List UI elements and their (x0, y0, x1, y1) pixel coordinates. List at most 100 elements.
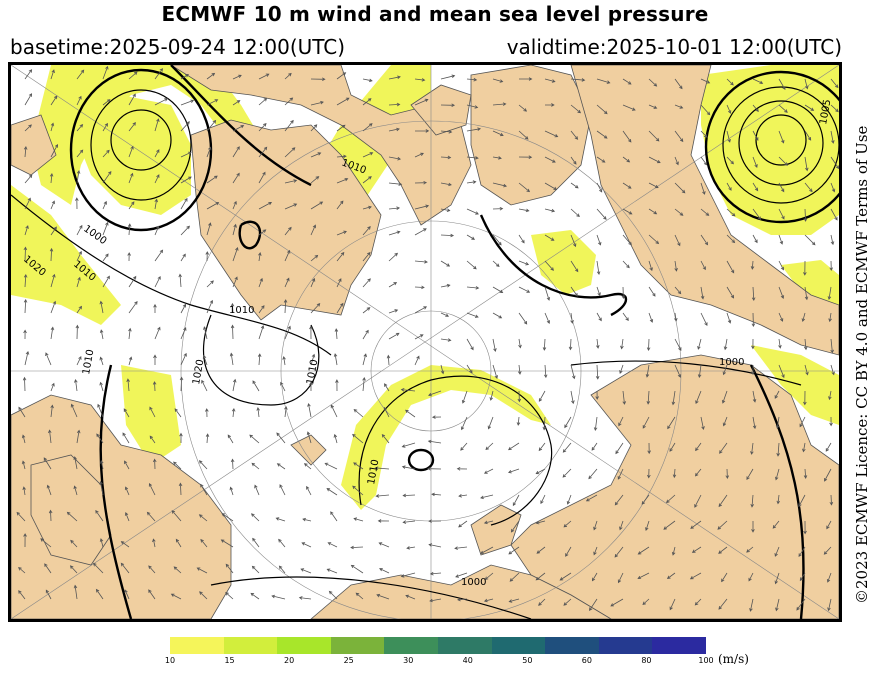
wind-arrow (778, 104, 788, 113)
wind-arrow (559, 572, 572, 581)
wind-arrow (336, 251, 345, 262)
wind-arrow (123, 408, 130, 418)
wind-arrow (674, 182, 686, 194)
wind-arrow (774, 546, 780, 557)
wind-arrow (483, 468, 494, 474)
wind-arrow (102, 149, 110, 158)
isobar-north-band (170, 65, 312, 187)
wind-arrow (615, 442, 624, 455)
weather-map[interactable]: 1000 1010 1020 1010 1010 1020 1010 1000 … (8, 62, 842, 622)
wind-arrow (721, 390, 728, 404)
wind-arrow (563, 598, 572, 606)
isobar-south (210, 576, 532, 619)
wind-arrow (752, 130, 759, 141)
wind-arrow (335, 379, 339, 392)
wind-arrow (672, 468, 677, 479)
wind-arrow (830, 104, 839, 113)
wind-arrow (585, 494, 598, 502)
wind-arrow (76, 224, 83, 236)
wind-arrow (440, 182, 452, 187)
wind-arrow (174, 408, 182, 418)
wind-arrow (570, 182, 579, 189)
wind-arrow (128, 172, 134, 184)
wind-arrow (231, 407, 236, 418)
wind-arrow (402, 520, 416, 524)
wind-arrow (18, 566, 26, 574)
wind-arrow (310, 353, 316, 366)
wind-arrow (180, 121, 190, 132)
wind-arrow (310, 176, 320, 184)
wind-arrow (492, 286, 504, 294)
wind-arrow (310, 254, 319, 262)
wind-arrow (102, 171, 112, 184)
wind-arrow (483, 520, 494, 525)
wind-arrow (284, 249, 291, 262)
wind-arrow (336, 230, 347, 236)
graticule (11, 65, 839, 619)
wind-arrow (232, 74, 242, 80)
wind-arrow (647, 442, 651, 455)
land-siberia (510, 354, 839, 619)
wind-arrow (95, 588, 104, 600)
wind-arrow (278, 538, 286, 548)
wind-arrow (519, 77, 533, 81)
wind-arrow (284, 147, 296, 158)
wind-arrow (336, 124, 346, 132)
wind-arrow (492, 364, 498, 379)
wind-arrow (674, 364, 682, 378)
colorbar-ticks: 10 15 20 25 30 40 50 60 80 100 (165, 656, 714, 670)
wind-arrow (414, 180, 428, 185)
isobar-label: 1000 (719, 357, 744, 368)
wind-arrow (803, 468, 808, 479)
wind-arrow (778, 312, 784, 322)
wind-area-low-east (701, 65, 839, 235)
wind-arrow (362, 376, 366, 392)
wind-arrow (128, 145, 134, 158)
wind-arrow (695, 442, 702, 452)
wind-area-baffin-west (11, 185, 121, 325)
land-greenland (190, 119, 382, 321)
wind-arrow (752, 182, 759, 192)
wind-arrow (700, 78, 711, 84)
wind-arrow (518, 104, 528, 112)
wind-arrow (23, 533, 27, 548)
wind-arrow (402, 493, 416, 498)
wind-arrow (648, 234, 660, 245)
wind-arrow (535, 520, 546, 525)
wind-arrow (648, 286, 656, 297)
wind-arrow (128, 71, 138, 80)
wind-arrow (466, 260, 477, 270)
wind-arrow (694, 494, 702, 508)
wind-arrow (258, 202, 273, 210)
wind-arrow (201, 379, 208, 392)
wind-arrow (750, 494, 755, 508)
wind-arrow (180, 253, 186, 262)
wind-arrow (206, 175, 218, 184)
wind-arrow (400, 388, 416, 392)
wind-arrow (284, 325, 291, 340)
wind-arrow (326, 488, 338, 496)
wind-arrow (563, 520, 572, 528)
wind-arrow (508, 468, 520, 474)
wind-arrow (76, 123, 84, 132)
wind-arrow (751, 312, 756, 328)
wind-arrow (48, 509, 53, 522)
wind-arrow (128, 301, 138, 314)
wind-arrow (120, 541, 130, 548)
isobar-label: 1010 (366, 459, 381, 486)
wind-arrow (466, 234, 476, 240)
wind-arrow (258, 305, 265, 314)
isobar-label: 1010 (305, 359, 320, 386)
wind-arrow (752, 208, 762, 221)
wind-arrow (648, 182, 659, 189)
wind-arrow (570, 104, 582, 114)
wind-arrow (492, 206, 504, 211)
wind-arrow (24, 351, 30, 366)
wind-arrow (804, 104, 815, 111)
wind-arrow (376, 593, 390, 600)
wind-arrow (455, 572, 468, 578)
wind-arrow (326, 568, 338, 574)
wind-arrow (362, 329, 369, 340)
wind-arrow (50, 382, 55, 392)
isobar-low-east-1 (755, 114, 807, 166)
